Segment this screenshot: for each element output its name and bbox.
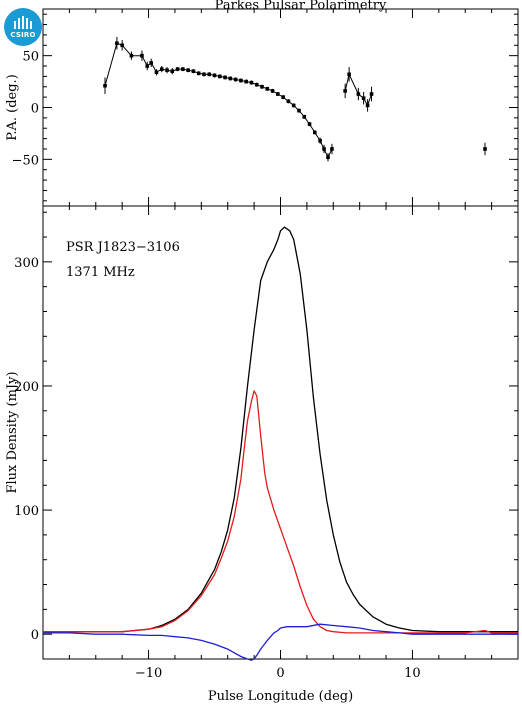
chart-title: Parkes Pulsar Polarimetry xyxy=(215,0,387,13)
pa-point xyxy=(103,83,107,88)
pa-point xyxy=(369,92,374,96)
pa-y-tick-label: −50 xyxy=(12,153,39,168)
pa-point xyxy=(223,75,227,80)
csiro-logo: CSIRO xyxy=(4,8,42,46)
pa-point xyxy=(356,92,361,96)
x-tick-label: 10 xyxy=(404,666,421,681)
pa-point xyxy=(254,82,259,87)
pa-point xyxy=(175,67,180,71)
pa-point xyxy=(286,99,291,104)
pa-point xyxy=(149,61,153,65)
pa-point xyxy=(129,53,134,58)
pa-point xyxy=(212,73,217,78)
pa-point xyxy=(115,41,119,46)
flux-y-tick-label: 200 xyxy=(14,380,39,395)
pa-point xyxy=(318,138,322,143)
pa-point xyxy=(165,68,169,72)
frequency-label: 1371 MHz xyxy=(66,265,135,280)
pa-point xyxy=(330,147,334,151)
pa-point xyxy=(297,108,301,113)
pa-y-axis-label: P.A. (deg.) xyxy=(5,74,20,141)
pa-point xyxy=(276,92,280,96)
flux-y-tick-label: 0 xyxy=(31,628,39,643)
pa-point xyxy=(196,71,201,76)
pa-point xyxy=(260,84,264,89)
pa-point xyxy=(181,67,185,71)
pa-point xyxy=(239,78,243,83)
pa-point xyxy=(207,72,212,77)
pa-point xyxy=(218,74,222,79)
logo-text: CSIRO xyxy=(10,31,36,39)
pa-point xyxy=(361,96,366,100)
pa-point xyxy=(159,67,164,71)
x-axis-label: Pulse Longitude (deg) xyxy=(208,689,353,704)
pa-point xyxy=(483,147,487,151)
pa-point xyxy=(191,69,196,74)
pa-point xyxy=(291,103,296,108)
pa-point xyxy=(322,147,326,151)
pa-point xyxy=(202,72,206,77)
pa-point xyxy=(343,89,347,93)
pa-point xyxy=(145,64,150,68)
pa-point xyxy=(302,115,307,119)
flux-y-axis-label: Flux Density (mJy) xyxy=(5,371,20,493)
pa-point xyxy=(347,72,351,77)
linear-polarization-line xyxy=(43,390,518,634)
pa-point xyxy=(140,53,144,58)
pa-point xyxy=(326,155,330,160)
pa-plot-frame xyxy=(42,8,519,207)
csiro-logo-icon xyxy=(14,16,32,29)
circular-polarization-line xyxy=(43,623,518,661)
pa-point xyxy=(228,76,233,81)
pa-point xyxy=(233,77,238,82)
x-tick-label: 0 xyxy=(276,666,284,681)
pa-panel: Parkes Pulsar Polarimetry 50 0 −50 P.A. (deg… xyxy=(5,0,519,207)
pa-trace-line xyxy=(104,42,333,159)
pa-point xyxy=(154,70,159,75)
pa-point xyxy=(186,68,190,72)
pa-point xyxy=(307,122,312,126)
flux-y-tick-label: 300 xyxy=(14,256,39,271)
pa-point xyxy=(120,43,124,48)
pa-point xyxy=(249,80,254,85)
pa-y-tick-label: 0 xyxy=(31,102,39,117)
pa-point xyxy=(281,95,285,99)
pa-y-tick-label: 50 xyxy=(22,50,39,65)
pa-point xyxy=(365,103,370,108)
pulsar-name-label: PSR J1823−3106 xyxy=(66,240,180,255)
pa-point xyxy=(313,130,317,135)
pa-point xyxy=(244,79,248,84)
flux-y-tick-label: 100 xyxy=(14,504,39,519)
flux-panel: 0 100 200 300 −10 0 10 Flux Density (mJy) Pulse … xyxy=(5,205,519,704)
pa-point xyxy=(265,87,270,91)
x-tick-label: −10 xyxy=(135,666,162,681)
total-intensity-line xyxy=(43,226,518,633)
pa-point xyxy=(170,69,175,74)
pa-point xyxy=(270,89,275,93)
pa-trace-line xyxy=(344,72,372,107)
